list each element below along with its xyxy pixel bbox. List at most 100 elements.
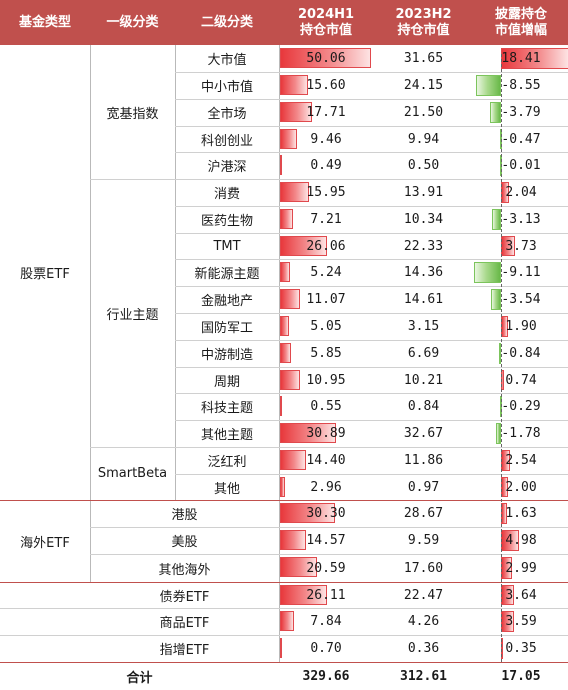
cell-2024h1: 30.30 (279, 500, 373, 527)
grid-line (175, 206, 568, 207)
value-growth: 0.74 (474, 367, 568, 393)
grid-line (0, 582, 568, 583)
cell-2024h1: 0.70 (279, 635, 373, 662)
grid-line (175, 259, 568, 260)
grid-line (175, 393, 568, 394)
value-growth: 4.98 (474, 527, 568, 554)
value-growth: -3.13 (474, 206, 568, 233)
value-growth: 2.54 (474, 447, 568, 474)
header-growth: 披露持仓 市值增幅 (494, 6, 547, 38)
cell-2024h1: 0.55 (279, 393, 373, 420)
cell-2024h1: 26.06 (279, 233, 373, 259)
bar-2024h1 (280, 585, 328, 605)
grid-line (279, 45, 280, 662)
cell-2024h1: 30.89 (279, 420, 373, 447)
value-2024h1: 15.95 (306, 185, 346, 200)
value-2023h2: 11.86 (403, 453, 444, 468)
level2-label: 港股 (171, 508, 198, 523)
grid-line (175, 420, 568, 421)
header-2023h2: 2023H2 持仓市值 (395, 6, 452, 38)
level2-label: 医药生物 (200, 214, 253, 229)
growth-text: 4.98 (505, 533, 537, 548)
level2-label: 科创创业 (200, 133, 253, 149)
value-2024h1: 10.95 (306, 372, 346, 388)
growth-text: -3.54 (501, 292, 541, 307)
grid-line (0, 608, 568, 609)
value-2023h2: 14.61 (403, 292, 444, 307)
cell-2024h1: 15.95 (279, 179, 373, 206)
growth-text: -0.47 (501, 131, 541, 147)
growth-text: -3.79 (501, 105, 541, 120)
bar-growth (475, 75, 501, 96)
value-growth: 3.73 (474, 233, 568, 259)
value-growth: -0.01 (474, 152, 568, 179)
growth-text: 3.59 (505, 614, 537, 629)
level2-label: 其他海外 (158, 562, 211, 578)
bar-2024h1 (280, 423, 337, 443)
bar-2024h1 (280, 129, 298, 149)
value-growth: -1.78 (474, 420, 568, 447)
level1-smartbeta: SmartBeta (97, 466, 168, 481)
bar-growth (498, 343, 501, 364)
level2-label: 沪港深 (207, 160, 247, 175)
table-header: 基金类型 一级分类 二级分类 2024H1 持仓市值 2023H2 持仓市值 披… (0, 0, 568, 45)
level2-label: 中小市值 (200, 80, 253, 95)
level1-broad-index: 宽基指数 (106, 106, 159, 122)
value-2023h2: 24.15 (403, 78, 444, 93)
value-2023h2: 9.94 (407, 131, 440, 147)
growth-text: -0.29 (501, 399, 541, 414)
value-2024h1: 30.89 (306, 426, 346, 441)
bar-2024h1 (280, 289, 301, 309)
total-row: 合计 329.66 312.61 17.05 (0, 662, 568, 690)
grid-line (175, 286, 568, 287)
growth-text: -3.13 (501, 212, 541, 227)
value-2024h1: 9.46 (310, 131, 342, 147)
level2-label: 泛红利 (207, 455, 247, 470)
growth-text: 1.63 (505, 506, 537, 521)
value-2023h2: 0.50 (407, 158, 440, 173)
grid-line (90, 45, 91, 582)
value-2024h1: 2.96 (310, 479, 342, 495)
cell-2024h1: 50.06 (279, 45, 373, 72)
total-label: 合计 (126, 670, 153, 686)
cell-2024h1: 26.11 (279, 582, 373, 608)
value-2024h1: 11.07 (306, 292, 346, 307)
value-2023h2: 32.67 (403, 426, 444, 441)
grid-line (90, 179, 568, 180)
total-2023h2: 312.61 (400, 668, 447, 684)
cell-2024h1: 5.85 (279, 340, 373, 367)
cell-2024h1: 2.96 (279, 474, 373, 500)
value-2024h1: 26.11 (306, 587, 346, 603)
bar-2024h1 (280, 343, 291, 363)
value-growth: 0.35 (474, 635, 568, 662)
cell-2024h1: 5.05 (279, 313, 373, 340)
growth-text: 2.99 (505, 560, 537, 576)
grid-line (175, 126, 568, 127)
header-level1: 一级分类 (106, 14, 159, 30)
value-2024h1: 50.06 (306, 51, 346, 66)
value-growth: 3.59 (474, 608, 568, 635)
bar-2024h1 (280, 503, 336, 523)
cell-2024h1: 14.40 (279, 447, 373, 474)
bar-2024h1 (280, 530, 307, 550)
bar-2024h1 (280, 75, 309, 95)
bar-2024h1 (280, 155, 282, 175)
value-2024h1: 5.24 (310, 265, 342, 280)
cell-2024h1: 0.49 (279, 152, 373, 179)
value-2024h1: 0.70 (310, 641, 342, 656)
value-2023h2: 13.91 (403, 185, 444, 200)
value-2024h1: 0.49 (310, 158, 342, 173)
grid-line (0, 662, 568, 663)
growth-text: 2.00 (505, 479, 537, 495)
zero-axis-line (501, 54, 502, 662)
bar-2024h1 (280, 262, 290, 282)
header-fund-type: 基金类型 (18, 14, 71, 30)
growth-text: -1.78 (501, 426, 541, 441)
value-2024h1: 5.85 (310, 346, 342, 361)
grid-line (175, 72, 568, 73)
value-growth: -8.55 (474, 72, 568, 99)
bar-2024h1 (280, 396, 282, 416)
value-growth: -0.84 (474, 340, 568, 367)
growth-text: -0.84 (501, 346, 541, 361)
